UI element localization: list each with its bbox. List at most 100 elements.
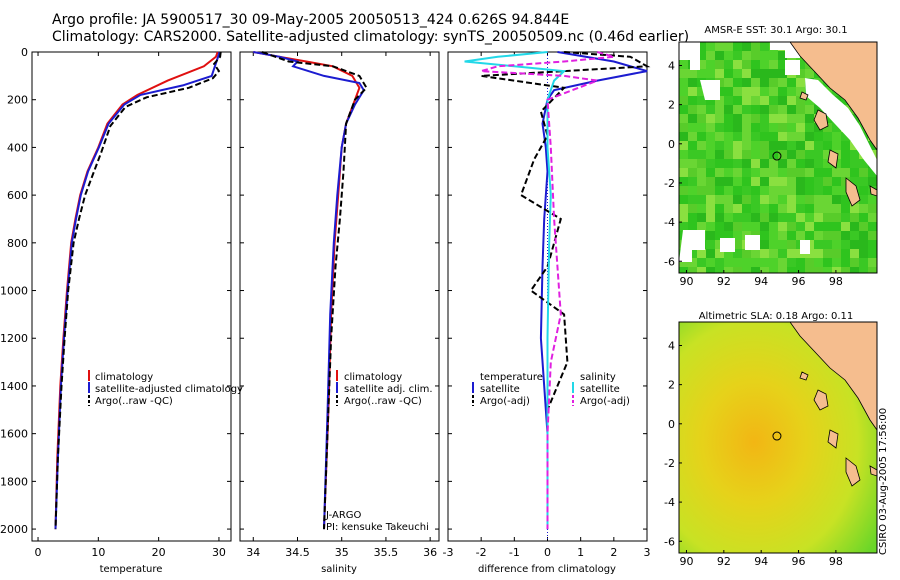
map-cell — [805, 177, 814, 186]
map-cell — [742, 159, 751, 168]
map-cell — [715, 60, 724, 69]
map-cell — [760, 141, 769, 150]
map-cell — [760, 51, 769, 60]
map-cell — [688, 168, 697, 177]
map-cell — [769, 186, 778, 195]
map-cell — [760, 258, 769, 267]
map-cell — [832, 195, 841, 204]
map-cell — [769, 258, 778, 267]
map-cell — [751, 123, 760, 132]
map-cell — [805, 258, 814, 267]
map-cell — [724, 267, 733, 273]
map-cell — [679, 186, 688, 195]
map-cell — [778, 240, 787, 249]
map-cell — [724, 195, 733, 204]
map-cell — [805, 231, 814, 240]
map-cell — [706, 60, 715, 69]
map-cell — [814, 231, 823, 240]
temperature-axis-ticks: 0 10 20 30 — [35, 52, 226, 559]
map-cell — [724, 213, 733, 222]
map-lon-label: 90 — [679, 555, 693, 568]
map-cell — [787, 168, 796, 177]
map-cell — [733, 240, 742, 249]
map-cell — [688, 258, 697, 267]
map-cell — [742, 78, 751, 87]
map-cell — [724, 105, 733, 114]
map-cell — [697, 168, 706, 177]
map-cell — [778, 267, 787, 273]
map-cell — [814, 195, 823, 204]
map-cell — [787, 114, 796, 123]
map-cell — [760, 186, 769, 195]
x-tick-label: -3 — [443, 546, 454, 559]
map-cell — [715, 96, 724, 105]
map-cell — [769, 240, 778, 249]
sst-map-body — [679, 42, 877, 273]
map-cell — [859, 222, 868, 231]
salinity-profile-panel: 34 34.5 35 35.5 36 salinity climatology sate… — [239, 51, 440, 575]
map-cell — [778, 132, 787, 141]
map-cell — [769, 141, 778, 150]
map-cell — [697, 258, 706, 267]
map-cell — [688, 177, 697, 186]
map-cell — [715, 51, 724, 60]
map-cell — [769, 105, 778, 114]
map-cell — [805, 168, 814, 177]
map-cell — [868, 213, 877, 222]
map-cell — [742, 105, 751, 114]
map-cell — [706, 177, 715, 186]
map-cell — [832, 168, 841, 177]
map-cell — [823, 123, 832, 132]
difference-xlabel: difference from climatology — [478, 564, 616, 575]
map-cell — [733, 78, 742, 87]
salinity-annotation-line-2: PI: kensuke Takeuchi — [326, 522, 429, 533]
sst-map-frame — [678, 41, 878, 274]
map-cell — [751, 150, 760, 159]
map-cell — [679, 258, 688, 267]
map-cell — [841, 159, 850, 168]
map-cell — [796, 231, 805, 240]
map-cell — [778, 60, 787, 69]
map-cell — [751, 222, 760, 231]
map-cell — [760, 60, 769, 69]
map-cell — [787, 204, 796, 213]
x-tick-label: -2 — [476, 546, 487, 559]
legend-label-diff-t-argo: Argo(-adj) — [480, 396, 530, 407]
map-cell — [832, 222, 841, 231]
map-cell — [850, 168, 859, 177]
legend-group-temperature: temperature — [480, 372, 543, 383]
map-cell — [796, 96, 805, 105]
map-cell — [850, 213, 859, 222]
map-cell — [814, 258, 823, 267]
map-cell — [697, 213, 706, 222]
map-cell — [724, 51, 733, 60]
map-cell — [697, 177, 706, 186]
map-cell — [760, 159, 769, 168]
map-cell — [715, 168, 724, 177]
map-cell — [697, 132, 706, 141]
map-cell — [814, 150, 823, 159]
map-cell — [868, 177, 877, 186]
map-cell — [850, 204, 859, 213]
map-cell — [778, 78, 787, 87]
map-cell — [832, 177, 841, 186]
map-cell — [697, 249, 706, 258]
map-cell — [697, 141, 706, 150]
map-cell — [706, 213, 715, 222]
map-cell — [679, 141, 688, 150]
map-cell — [787, 213, 796, 222]
map-cell — [823, 240, 832, 249]
map-cell — [778, 204, 787, 213]
map-cell — [796, 60, 805, 69]
map-cell — [814, 213, 823, 222]
temperature-lines — [54, 51, 222, 530]
map-cell — [769, 177, 778, 186]
map-cell — [868, 231, 877, 240]
map-lon-label: 92 — [717, 555, 731, 568]
map-cell — [688, 249, 697, 258]
map-cell — [715, 141, 724, 150]
map-cell — [679, 87, 688, 96]
map-cell — [760, 69, 769, 78]
salinity-lines — [253, 51, 368, 530]
map-cell — [805, 114, 814, 123]
